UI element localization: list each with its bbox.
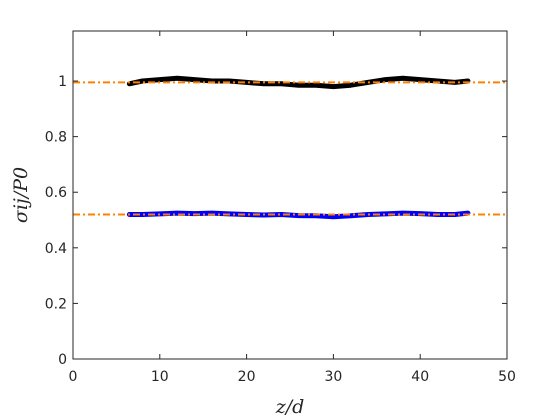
x-tick-label: 0	[69, 369, 78, 385]
data-series-0	[126, 75, 471, 90]
y-tick-label: 0.6	[45, 185, 67, 201]
y-tick-label: 0.4	[45, 241, 67, 257]
axes-box	[72, 30, 508, 360]
series-layer	[73, 75, 507, 220]
y-tick-label: 0.8	[45, 130, 67, 146]
y-ticks: 0 0.2 0.4 0.6 0.8 1	[45, 74, 507, 368]
x-tick-label: 40	[411, 369, 429, 385]
y-tick-label: 0.2	[45, 296, 67, 312]
x-tick-label: 20	[238, 369, 256, 385]
x-ticks: 0 10 20 30 40 50	[69, 31, 516, 385]
data-series-1	[126, 210, 471, 220]
x-tick-label: 10	[151, 369, 169, 385]
x-tick-label: 30	[324, 369, 342, 385]
x-tick-label: 50	[498, 369, 516, 385]
y-tick-label: 1	[58, 74, 67, 90]
y-tick-label: 0	[58, 352, 67, 368]
y-axis-label: σij/P0	[10, 167, 32, 223]
x-axis-label: z/d	[275, 396, 305, 418]
